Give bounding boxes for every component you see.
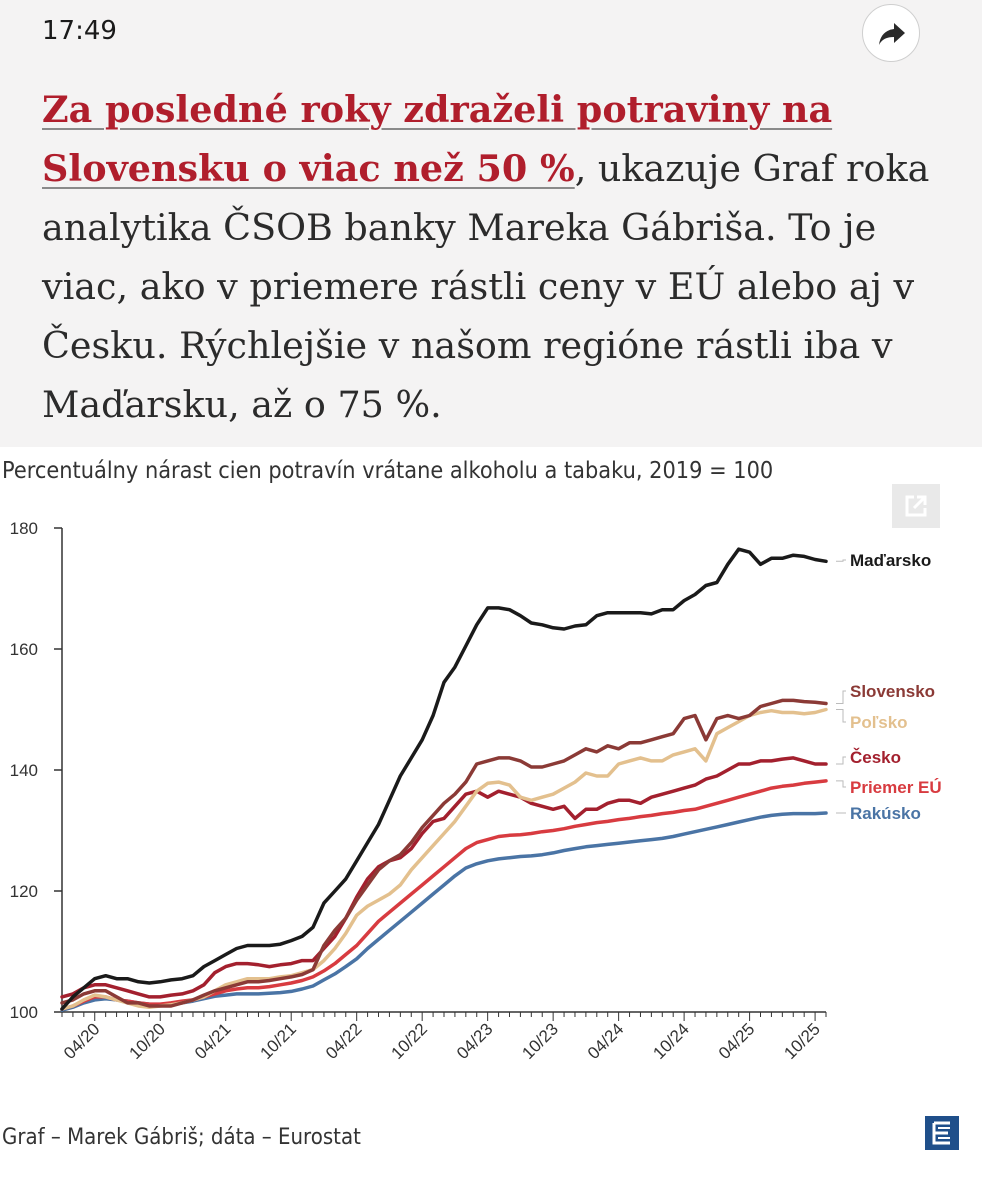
chart-series	[60, 547, 828, 1012]
y-tick-label: 120	[10, 882, 38, 901]
status-time: 17:49	[42, 16, 117, 46]
share-arrow-icon	[879, 23, 905, 45]
x-tick-label: 04/21	[191, 1019, 235, 1063]
series-line-1	[60, 698, 828, 1008]
chart-title: Percentuálny nárast cien potravín vrátan…	[2, 458, 774, 484]
x-tick-label: 10/22	[387, 1019, 431, 1063]
series-label: Slovensko	[850, 682, 935, 701]
expand-button[interactable]	[892, 484, 940, 528]
series-label-connector	[836, 559, 846, 562]
series-line-2	[60, 707, 828, 1011]
series-line-0	[60, 547, 828, 1011]
x-tick-label: 04/20	[60, 1019, 104, 1063]
y-tick-label: 140	[10, 761, 38, 780]
y-tick-label: 100	[10, 1003, 38, 1022]
x-tick-label: 10/25	[780, 1019, 824, 1063]
chart-source: Graf – Marek Gábriš; dáta – Eurostat	[2, 1125, 361, 1150]
x-tick-label: 04/23	[453, 1019, 497, 1063]
series-line-3	[60, 756, 828, 999]
series-line-4	[60, 779, 828, 1011]
series-label: Poľsko	[850, 713, 908, 732]
x-tick-label: 04/24	[584, 1019, 628, 1063]
x-tick-label: 10/21	[257, 1019, 301, 1063]
series-label-connector	[836, 709, 846, 723]
x-tick-label: 10/24	[649, 1019, 693, 1063]
share-button[interactable]	[862, 4, 920, 62]
e-logo-icon	[932, 1121, 950, 1145]
series-label: Priemer EÚ	[850, 778, 942, 797]
line-chart: 100 120 140 160 180 04/20 10/20 04/21 10/21 04/22…	[10, 519, 942, 1063]
x-tick-label: 10/23	[518, 1019, 562, 1063]
expand-icon	[905, 495, 927, 517]
series-label: Česko	[850, 748, 901, 767]
article-header-panel: 17:49 Za posledné roky zdraželi potravin…	[0, 0, 982, 447]
series-label-connector	[836, 780, 846, 788]
series-label-connector	[836, 756, 846, 765]
series-label-connector	[836, 690, 846, 704]
y-tick-label: 180	[10, 519, 38, 538]
article-link[interactable]: Za posledné roky zdraželi potraviny na S…	[42, 88, 833, 190]
article-body-text: , ukazuje Graf roka analytika ČSOB banky…	[42, 147, 930, 426]
x-tick-label: 04/22	[322, 1019, 366, 1063]
x-tick-label: 04/25	[715, 1019, 759, 1063]
series-label: Rakúsko	[850, 804, 921, 823]
article-paragraph: Za posledné roky zdraželi potraviny na S…	[42, 80, 942, 434]
series-label: Maďarsko	[850, 551, 931, 570]
publisher-logo	[925, 1116, 959, 1150]
y-tick-label: 160	[10, 640, 38, 659]
x-tick-label: 10/20	[126, 1019, 170, 1063]
chart-series-labels: Maďarsko Slovensko Poľsko Česko Priemer EÚ Ra…	[836, 551, 942, 823]
